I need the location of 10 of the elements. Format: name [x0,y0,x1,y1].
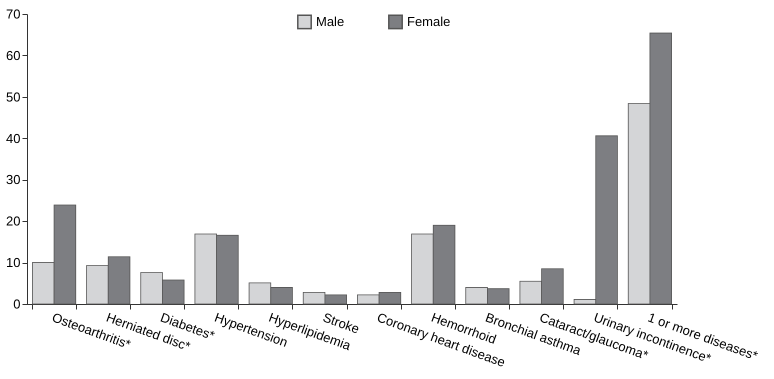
legend-label: Female [407,14,450,29]
y-tick-label: 50 [6,89,20,104]
y-tick-label: 70 [6,6,20,22]
y-tick-label: 0 [13,296,20,312]
y-tick-label: 10 [6,255,20,270]
y-tick-label: 60 [6,48,20,63]
y-tick-label: 30 [6,172,20,188]
y-tick-label: 20 [6,214,20,229]
y-tick-label: 40 [6,130,20,146]
legend-label: Male [316,14,344,29]
